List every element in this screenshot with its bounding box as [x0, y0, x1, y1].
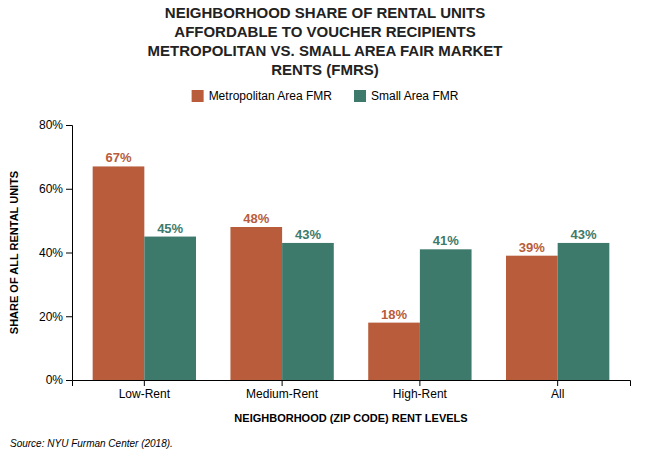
data-label: 67%: [105, 150, 131, 165]
tick: 80%: [39, 118, 72, 132]
tick-line: [66, 380, 72, 381]
tick: Low-Rent: [119, 380, 171, 401]
legend-item: Metropolitan Area FMR: [192, 89, 333, 103]
bar: [420, 249, 472, 380]
tick: Medium-Rent: [246, 380, 319, 401]
bar: [558, 243, 610, 380]
legend-label: Metropolitan Area FMR: [209, 89, 333, 103]
tick-line: [144, 380, 145, 386]
bar: [144, 237, 196, 380]
data-label: 43%: [570, 227, 596, 242]
tick-label: 20%: [39, 310, 63, 324]
data-label: 18%: [381, 307, 407, 322]
tick-line: [557, 380, 558, 386]
tick-line: [66, 316, 72, 317]
data-label: 45%: [157, 221, 183, 236]
y-axis-label: SHARE OF ALL RENTAL UNITS: [8, 171, 20, 334]
axis-line: [73, 381, 631, 387]
data-labels: 67% 48% 18% 39% 45% 43% 41% 43%: [105, 150, 596, 321]
legend-label: Small Area FMR: [371, 89, 459, 103]
data-label: 39%: [519, 240, 545, 255]
source: Source: NYU Furman Center (2018).: [10, 438, 173, 449]
legend-item: Small Area FMR: [354, 89, 459, 103]
tick: 0%: [46, 373, 72, 387]
tick-line: [66, 125, 72, 126]
y-axis: 0% 20% 40% 60% 80%: [39, 118, 73, 387]
tick-label: High-Rent: [393, 387, 448, 401]
bar: [282, 243, 334, 380]
x-axis-label: NEIGHBORHOOD (ZIP CODE) RENT LEVELS: [234, 412, 467, 424]
legend-swatch: [354, 90, 366, 102]
bar: [506, 256, 558, 380]
x-axis: Low-Rent Medium-Rent High-Rent All: [73, 380, 631, 401]
plot: 67% 48% 18% 39% 45% 43% 41% 43% Low-Rent Medium-R…: [39, 118, 631, 400]
tick: 20%: [39, 310, 72, 324]
legend-swatch: [192, 90, 204, 102]
tick-label: 60%: [39, 182, 63, 196]
tick-label: 0%: [46, 373, 64, 387]
chart: NEIGHBORHOOD SHARE OF RENTAL UNITSAFFORD…: [0, 0, 650, 455]
bar: [93, 166, 145, 380]
bar: [368, 323, 420, 380]
axis-line: [66, 126, 73, 381]
tick-line: [66, 189, 72, 190]
tick-line: [66, 253, 72, 254]
tick: 60%: [39, 182, 72, 196]
tick: 40%: [39, 246, 72, 260]
data-label: 48%: [243, 211, 269, 226]
title: NEIGHBORHOOD SHARE OF RENTAL UNITSAFFORD…: [148, 4, 503, 78]
tick-label: 40%: [39, 246, 63, 260]
tick: All: [551, 380, 564, 401]
tick-line: [282, 380, 283, 386]
data-label: 41%: [433, 233, 459, 248]
tick: High-Rent: [393, 380, 448, 401]
tick-line: [419, 380, 420, 386]
tick-label: Medium-Rent: [246, 387, 319, 401]
data-label: 43%: [295, 227, 321, 242]
bar: [230, 227, 282, 380]
legend: Metropolitan Area FMR Small Area FMR: [192, 89, 459, 103]
tick-label: Low-Rent: [119, 387, 171, 401]
tick-label: 80%: [39, 118, 63, 132]
bars: [93, 166, 610, 380]
tick-label: All: [551, 387, 564, 401]
